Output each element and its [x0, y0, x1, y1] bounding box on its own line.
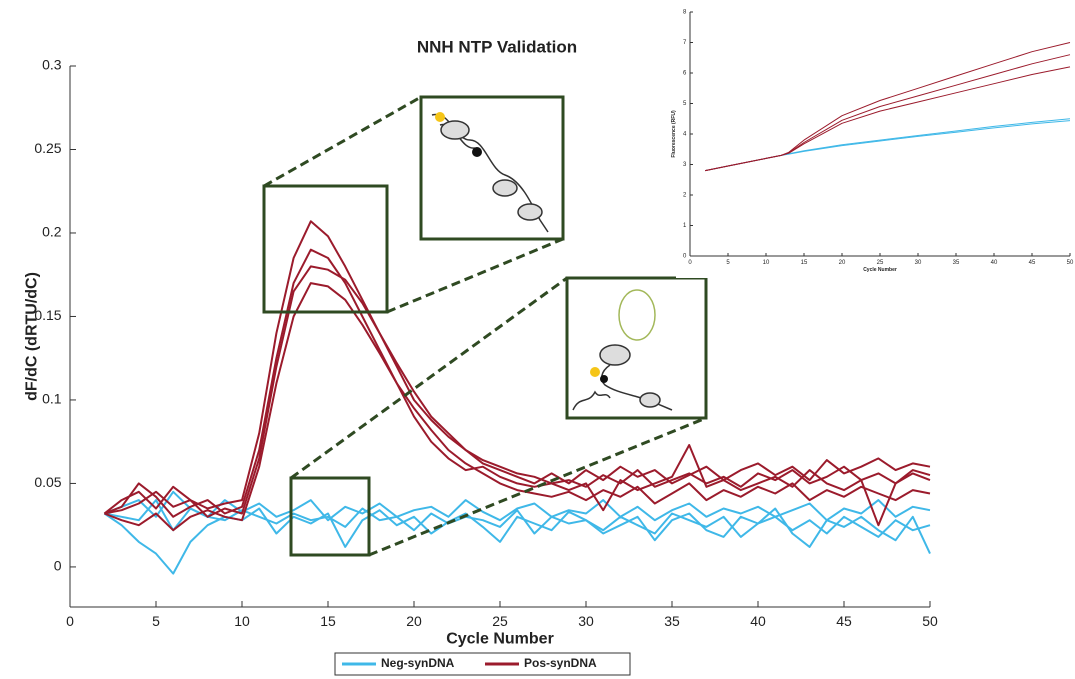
x-tick-label: 25 — [877, 260, 884, 266]
dna-illustration — [431, 112, 673, 411]
x-tick-label: 0 — [66, 613, 74, 629]
y-axis-label: Fluorescence (RFU) — [671, 110, 677, 158]
y-tick-label: 0.15 — [34, 307, 61, 323]
x-tick-label: 30 — [578, 613, 594, 629]
x-axis-label: Cycle Number — [446, 630, 554, 647]
x-tick-label: 10 — [234, 613, 250, 629]
y-tick-label: 0 — [54, 558, 62, 574]
y-tick-label: 0.2 — [42, 224, 62, 240]
x-tick-label: 35 — [953, 260, 960, 266]
legend-box — [334, 652, 631, 676]
image-box — [565, 276, 708, 420]
y-tick-label: 0 — [683, 254, 687, 260]
y-tick-label: 2 — [683, 193, 687, 199]
series-line — [104, 282, 931, 532]
x-tick-label: 25 — [492, 613, 508, 629]
x-tick-label: 40 — [750, 613, 766, 629]
x-axis-label: Cycle Number — [863, 267, 897, 273]
y-tick-label: 0.3 — [42, 57, 62, 73]
x-tick-label: 20 — [406, 613, 422, 629]
legend-label: Pos-synDNA — [524, 656, 597, 670]
y-tick-label: 7 — [683, 40, 687, 46]
y-tick-label: 1 — [683, 223, 687, 229]
x-tick-label: 20 — [839, 260, 846, 266]
x-tick-label: 10 — [763, 260, 770, 266]
y-tick-label: 0.1 — [42, 391, 62, 407]
y-tick-label: 5 — [683, 101, 687, 107]
chart-title: NNH NTP Validation — [417, 37, 577, 56]
y-tick-label: 8 — [683, 10, 687, 16]
x-tick-label: 40 — [991, 260, 998, 266]
y-tick-label: 0.05 — [34, 474, 61, 490]
series-line — [103, 220, 931, 515]
legend: Neg-synDNA Pos-synDNA — [334, 652, 631, 676]
zoom-box — [262, 184, 389, 314]
series-line — [104, 265, 931, 518]
connector-lines — [263, 95, 707, 557]
inset-background — [676, 0, 1075, 278]
y-tick-label: 6 — [683, 71, 687, 77]
series-line — [705, 66, 1071, 172]
x-tick-label: 50 — [922, 613, 938, 629]
zoom-box — [289, 476, 371, 557]
x-tick-label: 30 — [915, 260, 922, 266]
y-axis-label: dF/dC (dRTU/dC) — [23, 272, 40, 401]
x-tick-label: 15 — [320, 613, 336, 629]
y-tick-label: 3 — [683, 162, 687, 168]
legend-label: Neg-synDNA — [381, 656, 455, 670]
y-tick-label: 0.25 — [34, 140, 61, 156]
x-tick-label: 5 — [726, 260, 730, 266]
y-tick-label: 4 — [683, 132, 687, 138]
x-tick-label: 15 — [801, 260, 808, 266]
series-line — [104, 248, 931, 527]
chart-0: 0 5 10 15 20 25 30 35 40 45 5000.050.10.150.20.250… — [23, 37, 938, 676]
x-tick-label: 45 — [1029, 260, 1036, 266]
x-tick-label: 35 — [664, 613, 680, 629]
x-tick-label: 5 — [152, 613, 160, 629]
x-tick-label: 50 — [1067, 260, 1074, 266]
x-tick-label: 45 — [836, 613, 852, 629]
x-tick-label: 0 — [688, 260, 692, 266]
annotation-boxes — [262, 95, 708, 557]
